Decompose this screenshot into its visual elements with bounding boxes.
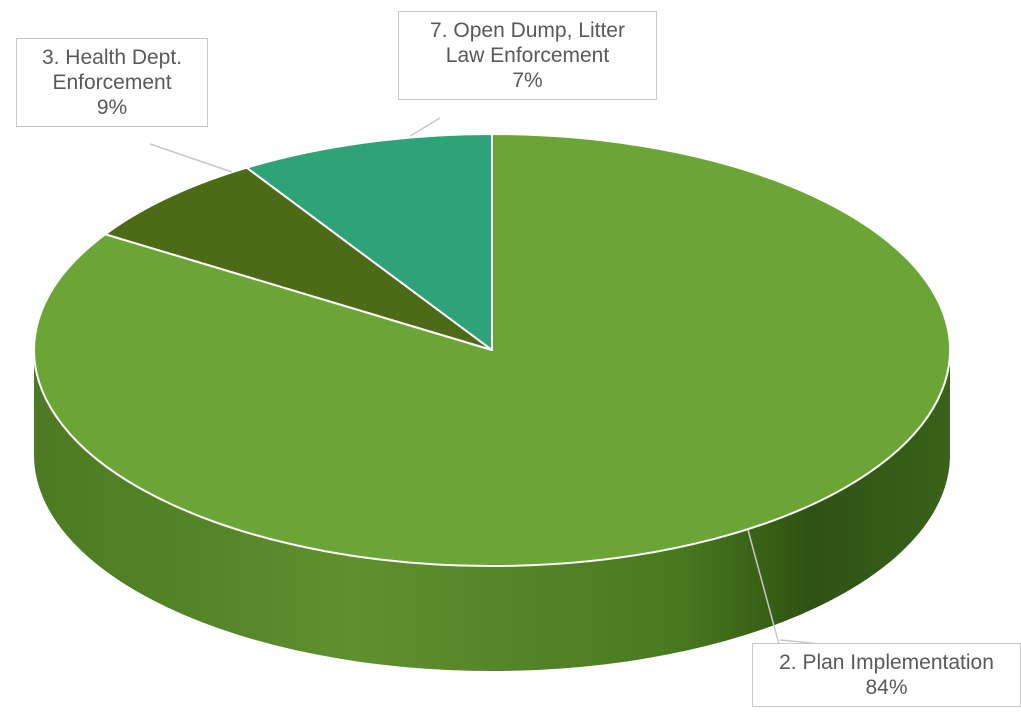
data-label-plan-implementation: 2. Plan Implementation 84% <box>752 643 1021 707</box>
leader-line-0 <box>409 117 441 137</box>
data-label-plan-value: 84% <box>865 676 908 699</box>
leader-line-1 <box>149 143 233 173</box>
pie-side-wall <box>34 350 950 671</box>
pie-slice-2 <box>104 166 493 351</box>
data-label-open-dump-value: 7% <box>512 69 543 92</box>
data-label-health-dept-value: 9% <box>96 96 128 119</box>
data-label-open-dump-line1: 7. Open Dump, Litter <box>430 19 625 42</box>
data-label-health-dept: 3. Health Dept. Enforcement 9% <box>16 38 208 127</box>
pie-top-face <box>33 133 951 567</box>
data-label-open-dump: 7. Open Dump, Litter Law Enforcement 7% <box>398 11 657 100</box>
data-label-health-dept-line2: Enforcement <box>52 71 172 94</box>
pie-slice-1 <box>245 133 493 351</box>
data-label-health-dept-line1: 3. Health Dept. <box>41 46 183 69</box>
data-label-plan-line1: 2. Plan Implementation <box>779 651 994 674</box>
data-label-open-dump-line2: Law Enforcement <box>445 44 610 67</box>
pie-wall-face <box>34 350 950 671</box>
leader-line-2 <box>747 529 781 649</box>
